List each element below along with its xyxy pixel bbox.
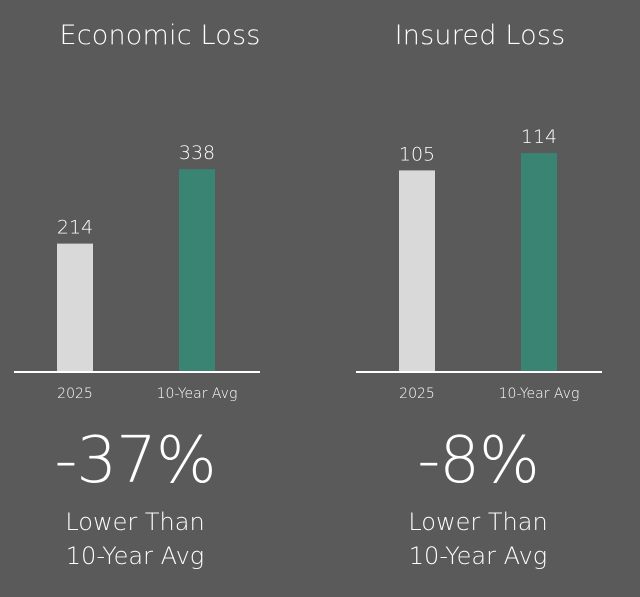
bar-2025 <box>399 170 435 372</box>
data-label: 105 <box>399 143 435 165</box>
bar-2025 <box>57 243 93 372</box>
x-tick-label: 10-Year Avg <box>499 386 580 402</box>
chart-title: Economic Loss <box>59 20 261 51</box>
comparison-line-2: 10-Year Avg <box>65 542 205 570</box>
x-tick-label: 10-Year Avg <box>157 386 238 402</box>
x-tick-label: 2025 <box>57 386 93 402</box>
insured-loss-panel: Insured Loss 105 2025 114 10-Year Avg -8% L… <box>320 0 640 597</box>
comparison-line-1: Lower Than <box>408 508 548 536</box>
percent-change: -8% <box>417 424 540 498</box>
data-label: 338 <box>179 142 215 164</box>
percent-change: -37% <box>54 424 216 498</box>
economic-loss-panel: Economic Loss 214 2025 338 10-Year Avg -37%… <box>14 20 261 570</box>
comparison-line-1: Lower Than <box>65 508 205 536</box>
bar-10-year-avg <box>521 153 557 372</box>
x-tick-label: 2025 <box>399 386 435 402</box>
data-label: 114 <box>521 126 557 148</box>
data-label: 214 <box>57 217 93 239</box>
economic-loss-chart: 214 2025 338 10-Year Avg <box>14 142 260 402</box>
insured-loss-chart: 105 2025 114 10-Year Avg <box>356 126 602 402</box>
chart-title: Insured Loss <box>394 20 566 51</box>
bar-10-year-avg <box>179 169 215 372</box>
comparison-line-2: 10-Year Avg <box>408 542 548 570</box>
